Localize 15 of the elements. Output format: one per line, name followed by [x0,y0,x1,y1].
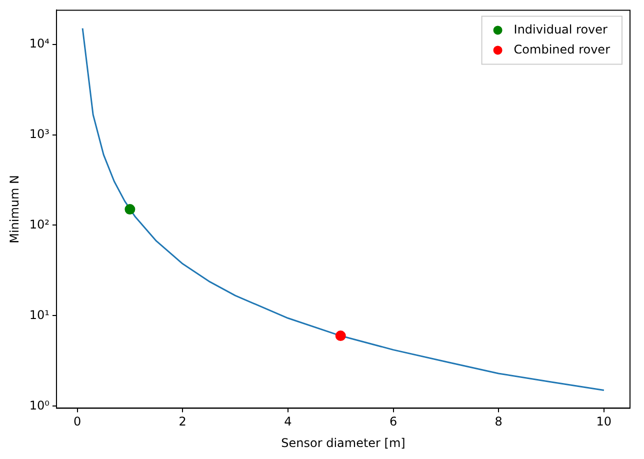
legend-label: Combined rover [514,42,610,56]
x-tick-label: 4 [284,414,292,429]
x-tick-label: 2 [178,414,186,429]
y-tick-label: 10³ [29,126,50,141]
y-axis-title: Minimum N [7,174,22,244]
y-tick-label: 10¹ [29,308,50,322]
x-tick-label: 10 [596,414,612,429]
x-tick-label: 8 [494,414,502,429]
y-tick-label: 10⁴ [29,36,50,50]
x-axis-title: Sensor diameter [m] [281,436,406,450]
y-tick-label: 10² [29,217,50,232]
y-tick-label: 10⁰ [29,398,50,412]
legend-label: Individual rover [514,22,608,36]
x-tick-label: 0 [73,414,82,429]
x-tick-label: 6 [389,414,398,429]
